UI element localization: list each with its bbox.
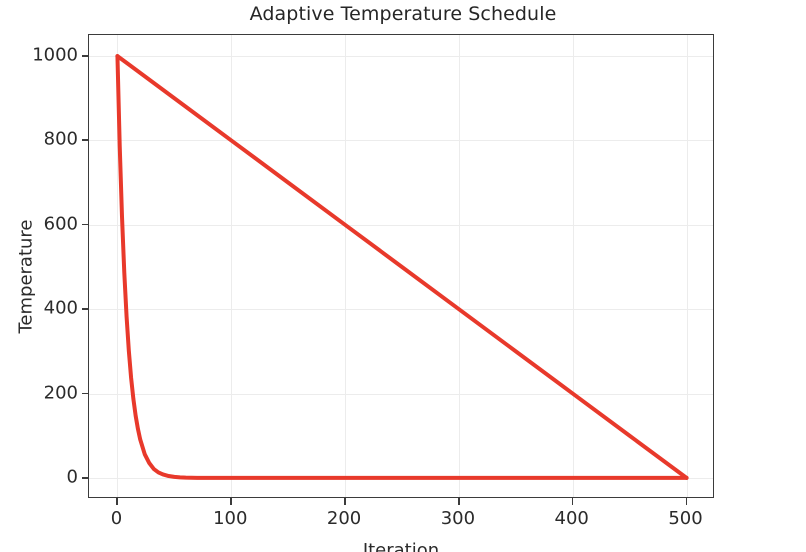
gridline-vertical — [231, 35, 233, 497]
y-tick-mark — [82, 308, 88, 310]
y-tick-mark — [82, 392, 88, 395]
y-tick-label: 0 — [66, 466, 78, 488]
y-tick-mark — [82, 223, 88, 226]
y-tick-label: 800 — [43, 128, 78, 150]
x-tick-mark — [571, 498, 574, 505]
x-tick-mark — [230, 498, 232, 505]
x-tick-label: 200 — [326, 508, 362, 529]
x-tick-label: 400 — [554, 508, 589, 529]
x-axis-tick-labels: 0 100 200 300 400 500 — [88, 508, 714, 534]
x-tick-mark — [344, 498, 346, 505]
x-axis-tick-marks — [88, 498, 714, 505]
y-tick-mark — [82, 55, 88, 57]
y-axis-tick-marks — [82, 34, 88, 498]
x-tick-mark — [116, 498, 119, 505]
gridline-vertical — [345, 35, 347, 497]
x-tick-label: 0 — [110, 508, 123, 529]
y-tick-label: 600 — [43, 213, 78, 235]
y-tick-mark — [82, 139, 88, 142]
x-tick-mark — [685, 498, 688, 505]
plot-area — [88, 34, 714, 498]
gridline-vertical — [572, 35, 574, 497]
y-axis-tick-labels: 0 200 400 600 800 1000 — [10, 34, 78, 498]
y-tick-mark — [82, 476, 88, 479]
chart-title: Adaptive Temperature Schedule — [249, 3, 557, 25]
x-tick-mark — [457, 498, 460, 505]
series-lines — [115, 54, 689, 480]
gridline-vertical — [458, 35, 460, 497]
gridline-horizontal — [89, 56, 713, 58]
gridline-horizontal — [89, 224, 713, 226]
x-tick-label: 300 — [440, 508, 476, 529]
gridline-horizontal — [89, 140, 713, 142]
gridline-horizontal — [89, 309, 713, 311]
y-tick-label: 400 — [43, 297, 78, 319]
gridline-horizontal — [89, 393, 713, 395]
gridline-vertical — [686, 35, 688, 497]
x-tick-label: 100 — [213, 508, 248, 529]
y-tick-label: 200 — [43, 382, 78, 404]
x-tick-label: 500 — [668, 508, 703, 529]
x-axis-label: Iteration — [362, 540, 440, 552]
y-tick-label: 1000 — [32, 44, 78, 66]
series-line — [115, 54, 689, 480]
series-line — [115, 54, 689, 480]
gridline-vertical — [117, 35, 119, 497]
